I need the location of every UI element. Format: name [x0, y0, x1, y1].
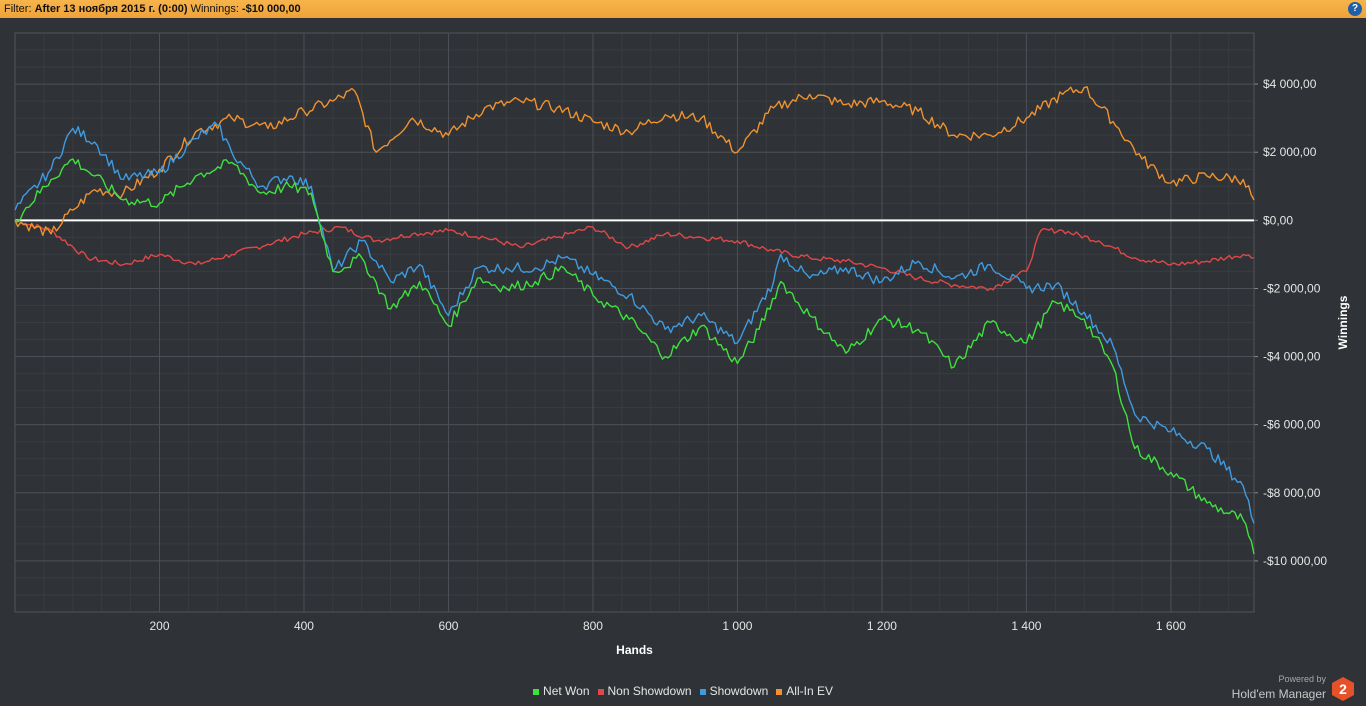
x-tick-label: 1 200 — [867, 619, 897, 633]
x-tick-label: 1 400 — [1011, 619, 1041, 633]
x-tick-label: 1 000 — [722, 619, 752, 633]
filter-value[interactable]: After 13 ноября 2015 г. (0:00) — [34, 3, 188, 15]
chart-legend: Net Won Non Showdown Showdown All-In EV — [0, 684, 1366, 698]
legend-swatch — [699, 688, 706, 695]
x-tick-label: 400 — [294, 619, 314, 633]
filter-label: Filter: — [4, 3, 32, 15]
y-tick-label: $4 000,00 — [1263, 77, 1317, 91]
legend-label: Non Showdown — [607, 684, 692, 698]
series-group — [14, 86, 1255, 555]
hm2-logo-icon: 2 — [1332, 677, 1354, 701]
winnings-label: Winnings: — [190, 3, 239, 15]
y-tick-label: -$4 000,00 — [1263, 350, 1321, 364]
filter-bar: Filter: After 13 ноября 2015 г. (0:00) W… — [0, 0, 1366, 18]
series-line-all-in-ev — [14, 86, 1255, 237]
x-tick-labels: 200 400 600 800 1 000 1 200 1 400 1 600 — [149, 619, 1186, 633]
branding: Powered by Hold'em Manager — [1232, 672, 1354, 700]
x-axis-label: Hands — [616, 643, 653, 657]
x-tick-label: 200 — [149, 619, 169, 633]
legend-item[interactable]: All-In EV — [776, 684, 833, 698]
legend-swatch — [533, 688, 540, 695]
legend-label: Net Won — [543, 684, 590, 698]
series-line-net-won — [14, 158, 1255, 555]
y-tick-label: -$8 000,00 — [1263, 486, 1321, 500]
y-tick-labels: $4 000,00 $2 000,00 $0,00 -$2 000,00 -$4 000… — [1263, 77, 1327, 568]
legend-swatch — [776, 688, 783, 695]
x-tick-label: 800 — [583, 619, 603, 633]
legend-label: Showdown — [709, 684, 769, 698]
minor-grid — [14, 33, 1254, 612]
series-line-showdown — [14, 121, 1255, 524]
y-tick-label: -$6 000,00 — [1263, 418, 1321, 432]
x-tick-label: 1 600 — [1156, 619, 1186, 633]
y-tick-label: $2 000,00 — [1263, 145, 1317, 159]
product-name: Hold'em Manager — [1231, 687, 1326, 701]
y-tick-label: $0,00 — [1263, 213, 1293, 227]
legend-item[interactable]: Net Won — [533, 684, 590, 698]
x-tick-label: 600 — [438, 619, 458, 633]
y-tick-label: -$10 000,00 — [1263, 554, 1327, 568]
legend-swatch — [597, 688, 604, 695]
series-line-non-showdown — [14, 219, 1255, 292]
legend-item[interactable]: Non Showdown — [597, 684, 692, 698]
legend-item[interactable]: Showdown — [699, 684, 769, 698]
logo-text: 2 — [1339, 681, 1347, 697]
y-tick-label: -$2 000,00 — [1263, 281, 1321, 295]
winnings-chart: 200 400 600 800 1 000 1 200 1 400 1 600 $4 000,… — [14, 32, 1350, 657]
powered-by-text: Powered by — [1278, 674, 1326, 684]
plot-frame — [14, 32, 1255, 613]
y-axis-label: Winnings — [1336, 295, 1350, 349]
winnings-value: -$10 000,00 — [241, 3, 301, 15]
help-icon[interactable]: ? — [1348, 2, 1362, 16]
legend-label: All-In EV — [786, 684, 833, 698]
